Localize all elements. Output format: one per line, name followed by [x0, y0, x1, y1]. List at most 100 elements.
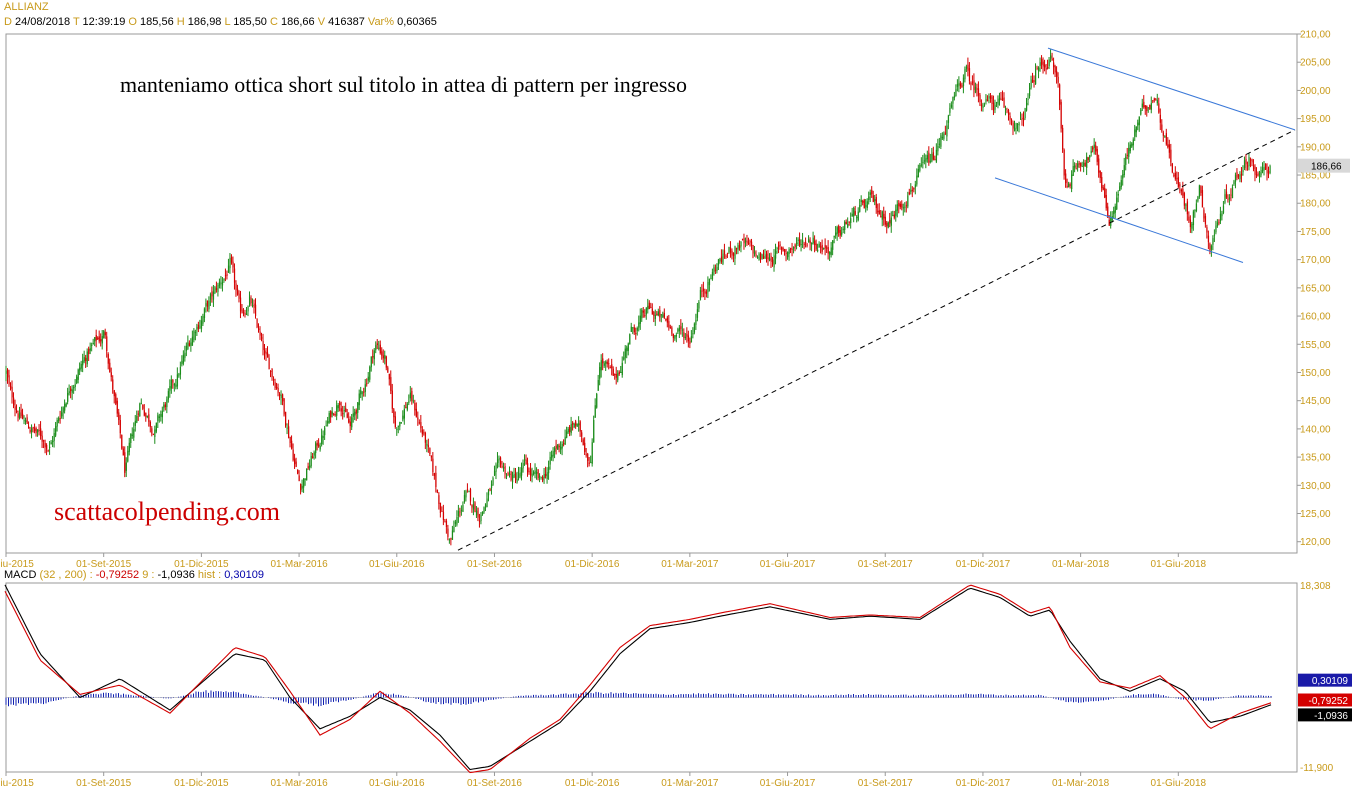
candle-body [1116, 197, 1118, 210]
candle-body [91, 344, 93, 346]
candle-body [908, 192, 910, 195]
macd-signal-line [4, 584, 1272, 771]
candle-body [750, 241, 753, 246]
candle-body [1242, 170, 1244, 173]
macd-x-tick-label: 01-Dic-2015 [174, 778, 229, 789]
candle-body [672, 333, 675, 339]
candle-body [97, 337, 99, 340]
candle-body [235, 283, 237, 291]
candle-body [629, 334, 631, 345]
candle-body [1045, 67, 1047, 70]
macd-y-tick-label: 18,308 [1300, 581, 1331, 592]
candle-body [1189, 219, 1192, 228]
candle-body [224, 275, 227, 277]
candle-body [1146, 105, 1148, 111]
candle-body [465, 491, 467, 498]
candle-body [1004, 108, 1007, 110]
candle-body [1237, 175, 1240, 177]
candle-body [1138, 116, 1140, 126]
candle-body [593, 419, 595, 443]
candle-body [426, 443, 428, 446]
candle-body [698, 301, 700, 309]
candle-body [1248, 157, 1250, 167]
candle-body [349, 421, 351, 427]
candle-body [325, 425, 327, 427]
candle-body [375, 345, 377, 351]
price-x-tick-label: 01-Giu-2018 [1151, 559, 1207, 570]
candle-body [617, 373, 619, 381]
candle-body [1222, 205, 1225, 213]
candle-body [874, 199, 876, 202]
candle-body [830, 247, 832, 255]
candle-body [630, 326, 632, 332]
candle-body [569, 427, 571, 433]
candle-body [854, 211, 856, 215]
candle-body [1137, 122, 1139, 126]
candle-body [775, 250, 777, 259]
candle-body [41, 435, 43, 442]
candle-body [1147, 107, 1149, 109]
candle-body [257, 328, 260, 331]
candle-body [1203, 209, 1205, 219]
candle-body [133, 429, 135, 438]
candle-body [372, 356, 374, 358]
candle-body [645, 308, 647, 315]
candle-body [582, 439, 584, 446]
candle-body [979, 94, 981, 102]
candle-body [992, 102, 995, 111]
candle-body [558, 445, 560, 448]
candle-body [726, 252, 729, 254]
candle-body [820, 246, 822, 248]
candle-body [139, 403, 141, 417]
candle-body [799, 239, 801, 246]
candle-body [1224, 194, 1226, 203]
candle-body [137, 413, 139, 415]
candle-body [1029, 87, 1031, 96]
price-y-tick-label: 180,00 [1300, 199, 1331, 210]
candle-body [253, 303, 255, 308]
candle-body [883, 213, 885, 219]
candle-body [657, 311, 659, 316]
candle-body [689, 341, 691, 344]
candle-body [684, 336, 687, 339]
candle-body [166, 399, 168, 408]
candle-body [1123, 165, 1125, 176]
candle-body [193, 330, 195, 340]
candle-body [297, 469, 299, 474]
candle-body [925, 158, 927, 162]
candle-body [423, 432, 425, 434]
price-x-tick-label: 01-Dic-2016 [565, 559, 620, 570]
candle-body [70, 388, 72, 392]
candle-body [232, 261, 234, 268]
candle-body [1066, 185, 1068, 187]
candle-body [1027, 98, 1029, 100]
candle-body [518, 473, 520, 478]
candle-body [964, 69, 966, 80]
candle-body [666, 317, 669, 323]
candle-body [1197, 197, 1199, 202]
price-x-tick-label: 01-Giu-2016 [369, 559, 425, 570]
candle-body [1013, 127, 1016, 131]
candle-body [1179, 184, 1181, 187]
candle-body [94, 337, 96, 342]
candle-body [835, 232, 837, 236]
candle-body [312, 456, 314, 459]
price-y-tick-label: 185,00 [1300, 171, 1331, 182]
candle-body [507, 473, 509, 475]
candle-body [53, 433, 55, 441]
candle-body [167, 391, 170, 400]
candle-body [850, 218, 852, 223]
candle-body [447, 528, 449, 537]
candle-body [421, 429, 424, 435]
candle-body [974, 86, 977, 93]
candle-body [872, 195, 874, 202]
candle-body [433, 473, 436, 476]
candle-body [71, 389, 73, 393]
candle-body [707, 282, 709, 293]
price-x-tick-label: 01-Set-2016 [467, 559, 522, 570]
price-x-tick-label: 01-Set-2015 [76, 559, 131, 570]
candle-body [564, 436, 566, 445]
candle-body [226, 273, 228, 276]
candle-body [169, 386, 171, 391]
